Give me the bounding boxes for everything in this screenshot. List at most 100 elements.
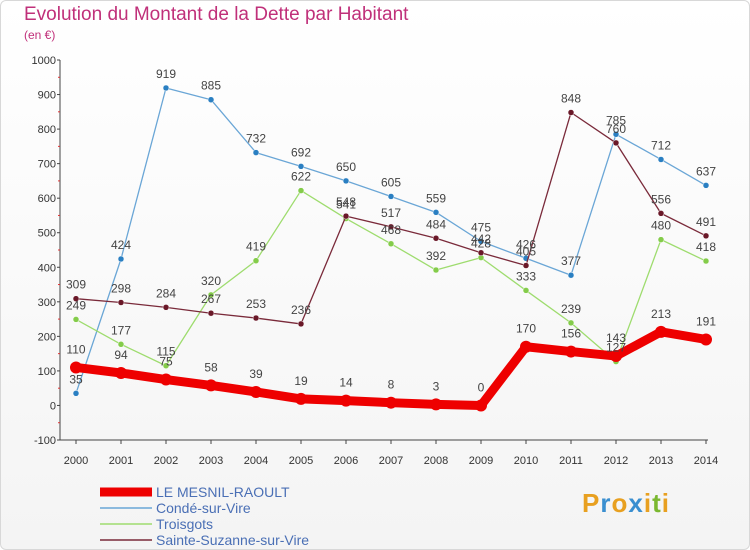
data-point	[115, 366, 127, 379]
data-point	[205, 379, 217, 392]
data-point	[297, 163, 305, 170]
data-label: 110	[66, 342, 85, 356]
data-label: 0	[478, 380, 485, 394]
y-tick-label: 1000	[32, 55, 56, 67]
x-tick-label: 2011	[559, 455, 583, 467]
data-point	[387, 223, 395, 231]
data-point	[207, 96, 215, 103]
data-label: 320	[201, 274, 221, 288]
data-point	[430, 398, 442, 411]
data-point	[520, 340, 532, 353]
y-tick-label: -100	[34, 435, 56, 447]
data-label: 8	[388, 378, 395, 392]
data-point	[162, 304, 170, 311]
data-point	[567, 319, 575, 327]
data-label: 712	[651, 138, 671, 152]
x-tick-label: 2002	[154, 455, 178, 467]
data-label: 236	[291, 303, 311, 317]
data-label: 170	[516, 322, 536, 336]
legend-label: Condé-sur-Vire	[156, 500, 251, 516]
data-label: 785	[606, 113, 626, 127]
data-label: 559	[426, 191, 446, 205]
y-tick-label: 900	[38, 90, 56, 102]
legend-swatch	[100, 507, 152, 509]
data-label: 556	[651, 192, 671, 206]
data-point	[160, 373, 172, 386]
data-point	[475, 399, 487, 412]
data-label: 19	[294, 374, 308, 388]
data-label: 115	[156, 345, 175, 359]
data-label: 424	[111, 238, 131, 252]
data-label: 239	[561, 302, 581, 316]
data-label: 760	[606, 122, 626, 136]
chart-subtitle: (en €)	[24, 28, 56, 42]
logo-letter: x	[628, 488, 644, 518]
data-label: 475	[471, 220, 491, 234]
data-label: 58	[204, 360, 218, 374]
data-label: 650	[336, 160, 356, 174]
data-label: 3	[433, 379, 440, 393]
legend-item-troisgots: Troisgots	[100, 516, 309, 532]
data-point	[702, 182, 710, 189]
data-label: 541	[336, 198, 356, 212]
logo-letter: o	[611, 488, 629, 518]
data-label: 428	[471, 237, 491, 251]
legend-item-le-mesnil-raoult: LE MESNIL-RAOULT	[100, 484, 309, 500]
legend-label: Sainte-Suzanne-sur-Vire	[156, 532, 310, 548]
y-tick-label: 800	[38, 124, 56, 136]
data-label: 419	[246, 240, 266, 254]
data-point	[612, 139, 620, 147]
x-tick-label: 2006	[334, 455, 358, 467]
data-label: 156	[561, 327, 581, 341]
data-point	[342, 177, 350, 185]
data-label: 284	[156, 286, 176, 300]
y-tick-label: 100	[38, 366, 56, 378]
data-label: 253	[246, 297, 266, 311]
data-point	[295, 392, 307, 405]
data-label: 692	[291, 145, 311, 159]
data-point	[207, 309, 215, 317]
data-point	[522, 262, 530, 269]
legend-swatch	[100, 523, 152, 525]
data-point	[162, 84, 170, 92]
chart-legend: LE MESNIL-RAOULT Condé-sur-Vire Troisgot…	[100, 484, 309, 548]
data-point	[250, 385, 262, 398]
x-tick-label: 2001	[109, 455, 133, 467]
data-label: 75	[159, 355, 173, 369]
data-label: 191	[696, 314, 716, 328]
data-point	[477, 238, 485, 245]
data-point	[72, 316, 80, 323]
data-label: 442	[471, 232, 491, 246]
data-label: 732	[246, 132, 266, 146]
x-tick-label: 2004	[244, 455, 268, 467]
data-label: 517	[381, 206, 401, 220]
data-point	[252, 314, 260, 322]
data-label: 605	[381, 175, 401, 189]
data-label: 468	[381, 223, 401, 237]
y-tick-label: 200	[38, 331, 56, 343]
y-tick-label: 300	[38, 297, 56, 309]
data-label: 298	[111, 282, 131, 296]
data-point	[252, 149, 260, 156]
x-tick-label: 2014	[694, 455, 718, 467]
data-point	[565, 345, 577, 358]
data-point	[610, 350, 622, 363]
y-tick-label: 500	[38, 228, 56, 240]
data-point	[432, 266, 440, 274]
x-tick-label: 2012	[604, 455, 628, 467]
data-point	[567, 109, 575, 116]
data-point	[72, 295, 80, 302]
data-label: 484	[426, 217, 446, 231]
data-point	[340, 394, 352, 407]
logo-letter: P	[582, 488, 601, 518]
x-tick-label: 2007	[379, 455, 403, 467]
data-point	[657, 236, 665, 243]
x-tick-label: 2003	[199, 455, 223, 467]
data-point	[117, 341, 125, 348]
y-tick-label: 600	[38, 193, 56, 205]
data-point	[702, 257, 710, 265]
data-point	[207, 291, 215, 299]
x-tick-label: 2013	[649, 455, 673, 467]
chart-title: Evolution du Montant de la Dette par Hab…	[24, 4, 409, 25]
